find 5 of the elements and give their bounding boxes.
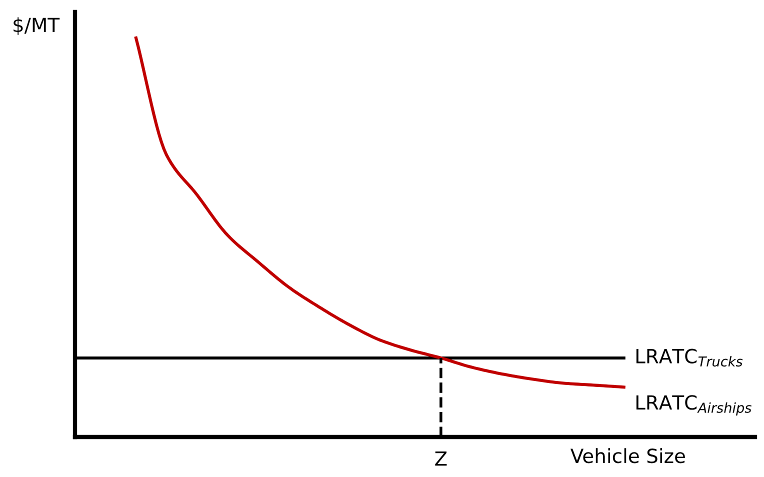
- series-label: LRATC$_{Trucks}$: [636, 348, 743, 367]
- y-axis-title: $/MT: [14, 17, 60, 35]
- series-label: LRATC$_{Airships}$: [636, 395, 752, 416]
- x-axis-title: Vehicle Size: [570, 448, 685, 464]
- text: Z: [435, 451, 447, 466]
